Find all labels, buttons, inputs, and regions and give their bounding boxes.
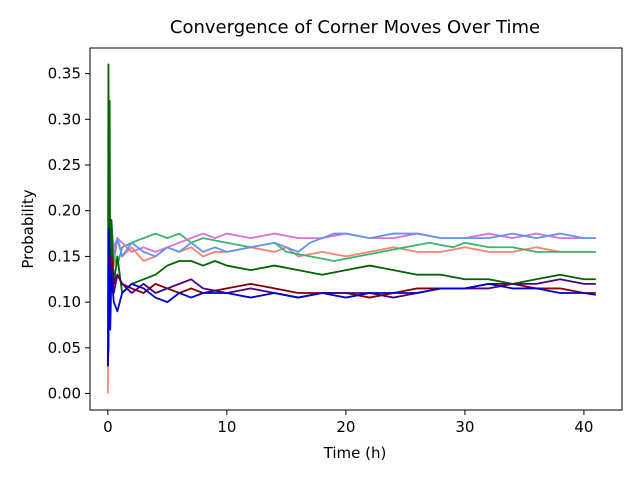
y-tick-label: 0.25	[48, 156, 81, 174]
y-axis: 0.00 0.05 0.10 0.15 0.20 0.25 0.30 0.35	[48, 65, 90, 403]
series-line-8	[106, 228, 596, 367]
x-tick-label: 10	[217, 418, 236, 436]
y-tick-label: 0.35	[48, 65, 81, 83]
y-tick-label: 0.20	[48, 202, 81, 220]
series-line-4	[106, 209, 596, 357]
y-tick-label: 0.05	[48, 339, 81, 357]
chart-title: Convergence of Corner Moves Over Time	[170, 17, 540, 38]
x-axis: 0 10 20 30 40	[103, 410, 593, 436]
series-line-6	[106, 255, 596, 367]
y-tick-label: 0.15	[48, 247, 81, 265]
y-tick-label: 0.10	[48, 293, 81, 311]
x-tick-label: 40	[574, 418, 593, 436]
series-line-7	[106, 237, 596, 358]
y-tick-label: 0.00	[48, 385, 81, 403]
series-line-1	[106, 200, 596, 394]
series-line-5	[106, 63, 596, 367]
x-axis-label: Time (h)	[323, 444, 387, 462]
plot-area	[106, 63, 596, 394]
series-line-3	[106, 182, 596, 348]
x-tick-label: 30	[455, 418, 474, 436]
x-tick-label: 0	[103, 418, 113, 436]
x-tick-label: 20	[336, 418, 355, 436]
plot-frame	[89, 47, 623, 411]
y-axis-label: Probability	[19, 189, 37, 268]
y-tick-label: 0.30	[48, 110, 81, 128]
